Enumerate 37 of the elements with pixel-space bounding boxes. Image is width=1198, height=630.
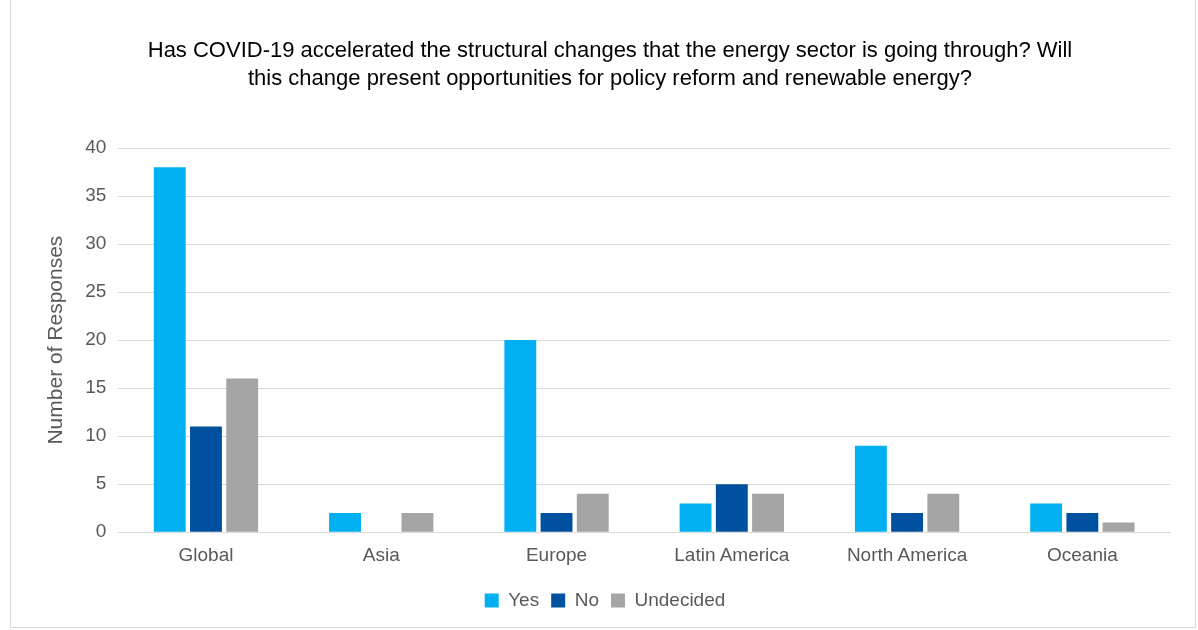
bar (190, 426, 222, 532)
y-tick-label: 0 (95, 520, 107, 542)
y-tick-label: 5 (95, 472, 107, 494)
bar (576, 493, 609, 532)
bar (927, 493, 960, 532)
x-tick-label: Latin America (674, 543, 790, 565)
y-axis-title: Number of Responses (43, 235, 67, 445)
bar (1030, 503, 1063, 532)
bar (679, 503, 712, 532)
y-tick-label: 30 (85, 232, 107, 254)
y-tick-label: 10 (85, 424, 107, 446)
legend-label: No (574, 588, 599, 610)
bar (504, 340, 537, 532)
y-tick-label: 35 (85, 184, 107, 206)
bar (1066, 512, 1099, 532)
bar (540, 512, 573, 532)
bar (854, 445, 887, 532)
x-tick-label: Europe (525, 543, 588, 565)
y-tick-label: 15 (85, 376, 107, 398)
bar (153, 167, 186, 532)
bar (752, 493, 784, 532)
bar (715, 484, 748, 532)
x-tick-label: Asia (362, 543, 401, 565)
y-tick-label: 40 (85, 136, 107, 158)
legend-label: Yes (508, 588, 540, 610)
bar (891, 512, 924, 532)
bar (226, 378, 259, 532)
x-tick-label: Oceania (1046, 543, 1119, 565)
x-tick-label: North America (846, 543, 968, 565)
x-tick-label: Global (178, 543, 234, 565)
bar (401, 512, 434, 532)
bar (1102, 522, 1135, 532)
y-tick-label: 25 (85, 280, 107, 302)
bar (329, 512, 361, 532)
chart-title: Has COVID-19 accelerated the structural changes that the energy sector is going through? Will this change present opportunities for policy reform and renewable energy? (146, 36, 1074, 92)
y-tick-label: 20 (85, 328, 107, 350)
legend-label: Undecided (634, 588, 726, 610)
